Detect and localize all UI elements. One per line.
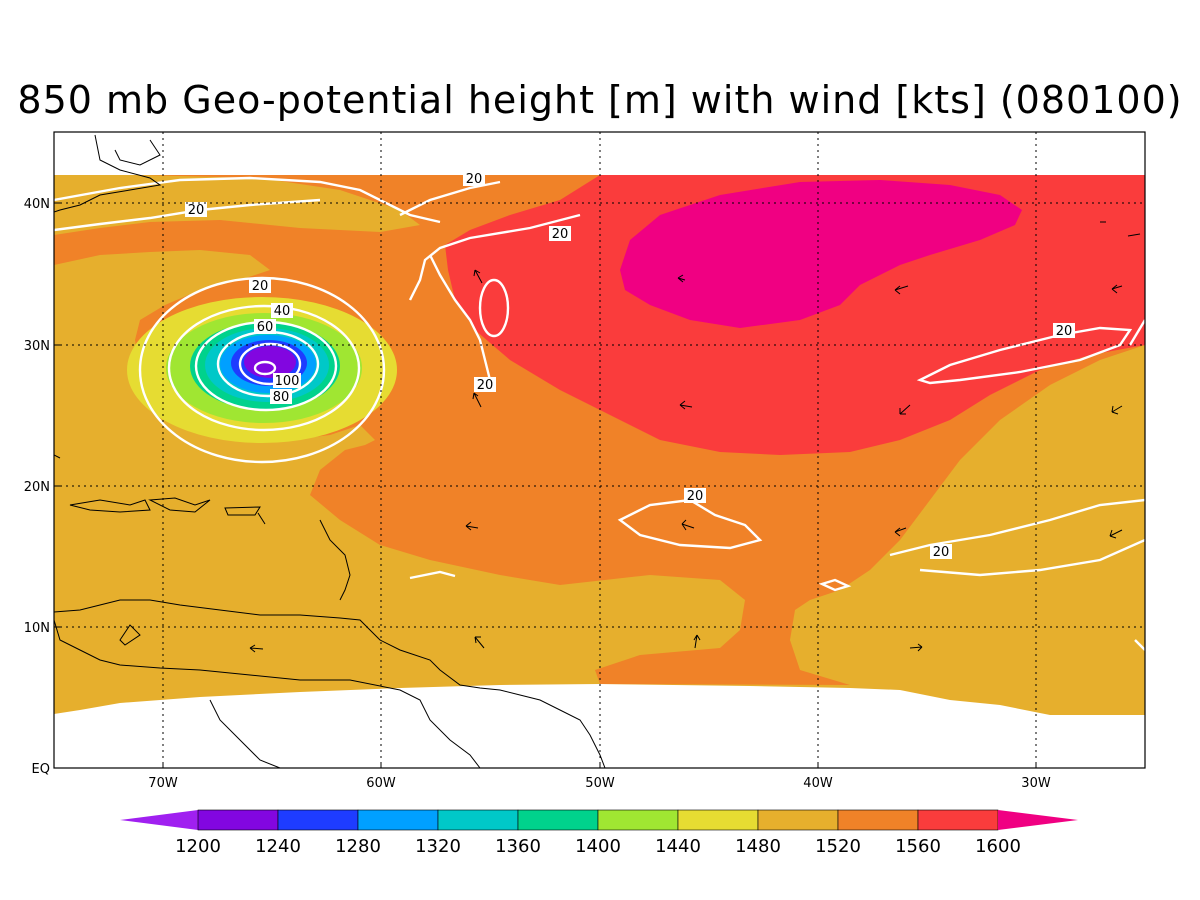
contour-label-10: 20 xyxy=(1056,324,1073,339)
colorbar-upper-arrow xyxy=(998,810,1078,830)
lat-label-30n: 30N xyxy=(24,339,50,354)
axis-ticks xyxy=(54,202,1037,768)
colorbar-swatch xyxy=(677,809,759,831)
lat-label-eq: EQ xyxy=(32,762,50,777)
colorbar-swatch xyxy=(357,809,439,831)
contour-label-4: 20 xyxy=(252,279,269,294)
colorbar-label: 1400 xyxy=(575,836,621,857)
colorbar-label: 1320 xyxy=(415,836,461,857)
contour-label-1: 20 xyxy=(188,203,205,218)
colorbar-label: 1360 xyxy=(495,836,541,857)
colorbar-label: 1240 xyxy=(255,836,301,857)
colorbar: 1200 1240 1280 1320 1360 1400 1440 1480 1520 1560… xyxy=(120,809,1078,857)
colorbar-label: 1480 xyxy=(735,836,781,857)
colorbar-swatch xyxy=(917,809,999,831)
contour-label-6: 60 xyxy=(257,320,274,335)
contour-label-12: 20 xyxy=(933,545,950,560)
colorbar-label: 1560 xyxy=(895,836,941,857)
wind-vectors xyxy=(249,221,1141,653)
colorbar-swatch xyxy=(277,809,359,831)
contour-label-9: 20 xyxy=(477,378,494,393)
colorbar-lower-arrow xyxy=(120,810,198,830)
colorbar-swatch xyxy=(757,809,839,831)
latitude-labels: 40N 30N 20N 10N EQ xyxy=(24,197,50,777)
lon-label-40w: 40W xyxy=(803,776,833,791)
colorbar-swatch xyxy=(437,809,519,831)
lon-label-50w: 50W xyxy=(585,776,615,791)
contour-label-11: 20 xyxy=(687,489,704,504)
lat-label-20n: 20N xyxy=(24,480,50,495)
colorbar-label: 1440 xyxy=(655,836,701,857)
contour-label-2: 20 xyxy=(466,172,483,187)
contour-label-8: 100 xyxy=(275,374,300,389)
lat-label-40n: 40N xyxy=(24,197,50,212)
colorbar-swatch xyxy=(837,809,919,831)
contour-label-5: 40 xyxy=(274,304,291,319)
lon-label-30w: 30W xyxy=(1021,776,1051,791)
colorbar-label: 1200 xyxy=(175,836,221,857)
chart-title: 850 mb Geo-potential height [m] with win… xyxy=(17,78,1183,122)
colorbar-label: 1280 xyxy=(335,836,381,857)
colorbar-swatch xyxy=(197,809,279,831)
lon-label-70w: 70W xyxy=(148,776,178,791)
colorbar-swatch xyxy=(597,809,679,831)
contour-label-3: 20 xyxy=(552,227,569,242)
colorbar-label: 1600 xyxy=(975,836,1021,857)
lat-label-10n: 10N xyxy=(24,621,50,636)
contour-labels: 20 20 20 20 40 60 80 100 20 20 20 20 xyxy=(185,171,1075,560)
map-plot-area: 20 20 20 20 40 60 80 100 20 20 20 20 xyxy=(54,132,1145,768)
contour-label-7: 80 xyxy=(273,390,290,405)
coastlines xyxy=(54,134,606,768)
colorbar-label: 1520 xyxy=(815,836,861,857)
colorbar-swatch xyxy=(517,809,599,831)
height-field-1520-north xyxy=(54,175,420,235)
gridlines xyxy=(54,132,1145,768)
longitude-labels: 70W 60W 50W 40W 30W xyxy=(148,776,1051,791)
height-field-1640 xyxy=(620,180,1022,328)
lon-label-60w: 60W xyxy=(366,776,396,791)
